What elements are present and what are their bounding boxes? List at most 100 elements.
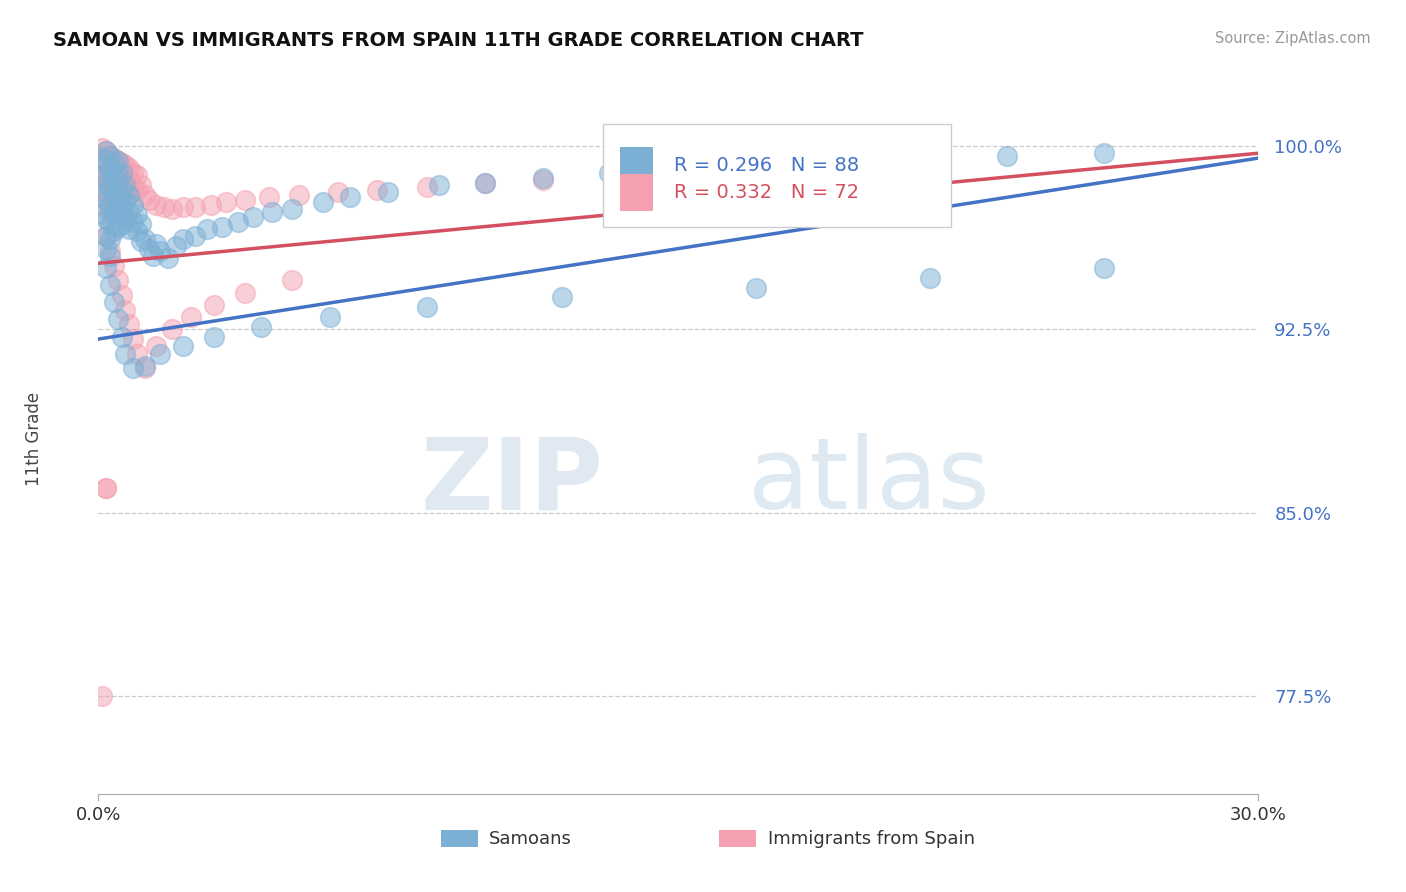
- Point: [200, 197, 222, 211]
- Point: [127, 207, 149, 221]
- Point: [107, 153, 129, 168]
- Point: [114, 170, 136, 185]
- Point: [531, 173, 554, 187]
- Point: [114, 178, 136, 192]
- Point: [96, 261, 118, 276]
- Point: [107, 219, 129, 234]
- Point: [96, 144, 118, 158]
- Point: [96, 212, 118, 227]
- Point: [114, 186, 136, 200]
- Point: [416, 180, 439, 194]
- Point: [111, 200, 132, 214]
- FancyBboxPatch shape: [620, 147, 652, 184]
- Point: [180, 310, 202, 324]
- Text: R = 0.332   N = 72: R = 0.332 N = 72: [673, 183, 859, 202]
- Point: [91, 153, 114, 168]
- Point: [339, 190, 361, 204]
- Point: [118, 205, 141, 219]
- Point: [149, 244, 172, 258]
- Point: [111, 288, 132, 302]
- Point: [122, 361, 145, 376]
- Point: [98, 249, 121, 263]
- Point: [111, 329, 132, 343]
- Point: [127, 224, 149, 238]
- Point: [98, 244, 121, 258]
- Point: [531, 170, 554, 185]
- Point: [91, 168, 114, 182]
- Point: [235, 193, 257, 207]
- Point: [995, 148, 1018, 162]
- Point: [96, 193, 118, 207]
- Point: [114, 347, 136, 361]
- Point: [103, 163, 125, 178]
- Point: [281, 273, 304, 287]
- Point: [98, 205, 121, 219]
- Point: [1092, 146, 1115, 161]
- Point: [215, 195, 238, 210]
- Point: [103, 170, 125, 185]
- Point: [134, 232, 156, 246]
- Point: [98, 278, 121, 293]
- Point: [900, 153, 922, 168]
- Point: [145, 236, 167, 251]
- Point: [91, 689, 114, 703]
- Point: [366, 183, 388, 197]
- Point: [211, 219, 233, 234]
- Point: [184, 229, 207, 244]
- Point: [138, 193, 160, 207]
- Point: [288, 187, 311, 202]
- Point: [91, 207, 114, 221]
- Point: [118, 161, 141, 175]
- Point: [474, 176, 496, 190]
- Point: [204, 329, 226, 343]
- Point: [103, 224, 125, 238]
- Text: atlas: atlas: [748, 434, 990, 531]
- Point: [172, 339, 194, 353]
- Point: [111, 156, 132, 170]
- Point: [184, 200, 207, 214]
- Point: [107, 168, 129, 182]
- Point: [250, 319, 273, 334]
- Point: [918, 271, 941, 285]
- Text: Immigrants from Spain: Immigrants from Spain: [768, 830, 974, 847]
- Point: [98, 200, 121, 214]
- Point: [96, 481, 118, 495]
- Point: [204, 298, 226, 312]
- Text: Source: ZipAtlas.com: Source: ZipAtlas.com: [1215, 31, 1371, 46]
- Point: [129, 178, 152, 192]
- Point: [111, 166, 132, 180]
- Point: [242, 210, 264, 224]
- Point: [149, 347, 172, 361]
- Point: [172, 232, 194, 246]
- Point: [160, 322, 183, 336]
- Point: [118, 187, 141, 202]
- Point: [114, 195, 136, 210]
- Point: [107, 180, 129, 194]
- Point: [96, 242, 118, 256]
- Point: [118, 187, 141, 202]
- Point: [96, 229, 118, 244]
- Point: [172, 200, 194, 214]
- Point: [96, 144, 118, 158]
- FancyBboxPatch shape: [718, 830, 756, 847]
- Point: [165, 239, 187, 253]
- Text: SAMOAN VS IMMIGRANTS FROM SPAIN 11TH GRADE CORRELATION CHART: SAMOAN VS IMMIGRANTS FROM SPAIN 11TH GRA…: [53, 31, 863, 50]
- Point: [107, 273, 129, 287]
- Point: [111, 183, 132, 197]
- Point: [98, 161, 121, 175]
- Point: [319, 310, 342, 324]
- Point: [138, 242, 160, 256]
- Point: [103, 259, 125, 273]
- Point: [195, 222, 218, 236]
- Point: [91, 151, 114, 165]
- Point: [134, 187, 156, 202]
- Point: [98, 217, 121, 231]
- Point: [111, 183, 132, 197]
- Point: [111, 168, 132, 182]
- Text: R = 0.296   N = 88: R = 0.296 N = 88: [673, 156, 859, 175]
- Point: [745, 281, 768, 295]
- Point: [551, 290, 574, 304]
- Point: [122, 166, 145, 180]
- Point: [745, 158, 768, 172]
- Point: [118, 173, 141, 187]
